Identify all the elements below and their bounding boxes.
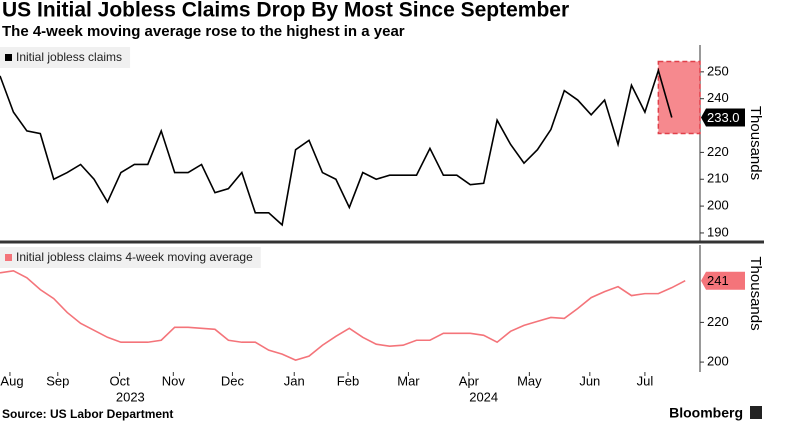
year-label: 2024 [469,389,498,404]
x-tick-label: Dec [221,373,245,388]
x-tick-label: Aug [0,373,23,388]
y-axis-label: Thousands [747,106,764,180]
y-tick-label: 250 [707,63,729,78]
x-tick-label: Apr [459,373,480,388]
y-tick-label: 200 [707,198,729,213]
x-tick-label: Feb [337,373,359,388]
x-tick-label: Jul [637,373,654,388]
chart-title: US Initial Jobless Claims Drop By Most S… [2,0,569,22]
brand: Bloomberg [669,405,743,421]
y-tick-label: 220 [707,314,729,329]
legend-swatch [5,54,12,61]
y-tick-label: 240 [707,90,729,105]
value-label-box [701,108,745,127]
y-tick-label: 220 [707,144,729,159]
x-tick-label: May [517,373,542,388]
y-axis-label: Thousands [747,256,764,330]
y-tick-label: 200 [707,354,729,369]
series-line [0,67,673,227]
legend-box [0,47,131,68]
legend-label: Initial jobless claims 4-week moving ave… [16,250,253,264]
value-label: 241 [707,273,729,288]
y-tick-label: 210 [707,171,729,186]
value-label: 233.0 [707,110,740,125]
series-line [0,269,686,361]
x-tick-label: Nov [162,373,186,388]
legend-label: Initial jobless claims [16,50,122,64]
x-tick-label: Jan [284,373,305,388]
x-tick-label: Mar [397,373,420,388]
y-tick-label: 190 [707,224,729,239]
year-label: 2023 [116,389,145,404]
value-label-box [701,271,745,290]
source: Source: US Labor Department [2,407,173,421]
legend-box [0,247,261,268]
brand-icon [750,406,762,419]
chart-subtitle: The 4-week moving average rose to the hi… [2,23,405,40]
x-tick-label: Jun [579,373,600,388]
x-tick-label: Oct [109,373,130,388]
legend-swatch [5,254,12,261]
x-tick-label: Sep [46,373,69,388]
highlight-box [657,60,701,135]
